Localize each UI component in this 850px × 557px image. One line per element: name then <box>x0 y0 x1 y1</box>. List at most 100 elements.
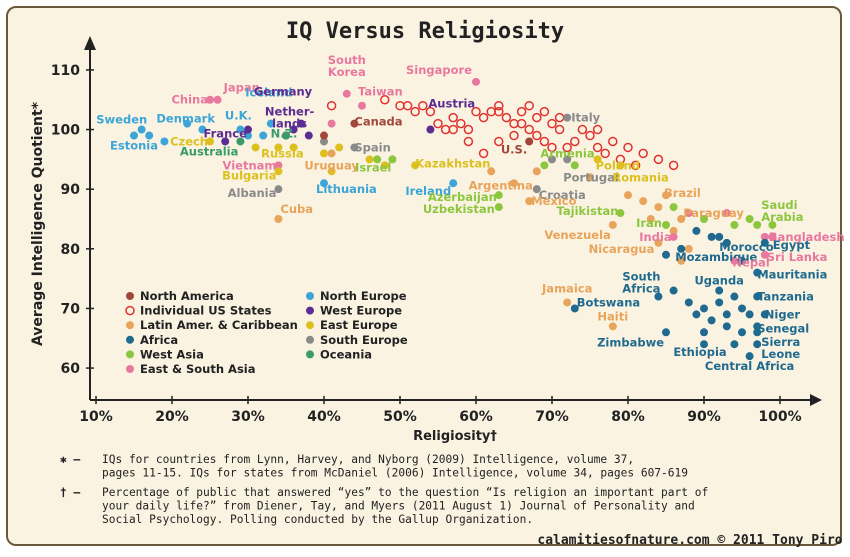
us-state-point <box>326 100 337 111</box>
country-point <box>669 226 678 235</box>
country-point <box>304 131 313 140</box>
country-point <box>540 161 549 170</box>
legend-marker <box>306 321 314 330</box>
country-point <box>145 131 154 140</box>
us-state-point <box>562 142 572 153</box>
country-point <box>274 215 283 223</box>
point-label: Germany <box>254 85 313 99</box>
country-point <box>753 322 762 331</box>
us-state-point <box>448 124 458 135</box>
us-state-point <box>539 106 550 117</box>
country-point <box>707 232 716 241</box>
country-point <box>669 286 678 295</box>
point-label: Lithuania <box>316 182 377 196</box>
country-point <box>768 220 777 229</box>
country-point <box>289 125 298 134</box>
y-tick-label: 70 <box>61 301 81 317</box>
country-point <box>593 155 602 164</box>
us-state-point <box>463 136 474 147</box>
us-state-point <box>516 106 527 117</box>
us-state-point <box>547 142 557 153</box>
country-point <box>244 125 252 134</box>
point-label: Iceland <box>245 86 292 100</box>
country-point <box>616 161 625 170</box>
country-point <box>616 209 625 218</box>
us-state-point <box>478 112 489 123</box>
point-label: U.K. <box>225 109 252 123</box>
us-state-point <box>653 154 664 165</box>
country-point <box>548 155 556 164</box>
legend-label: West Europe <box>320 304 402 318</box>
country-point <box>388 155 397 164</box>
us-state-point <box>592 142 603 153</box>
country-point <box>700 215 708 223</box>
us-state-point <box>516 118 527 129</box>
country-point <box>289 143 298 152</box>
country-point <box>327 149 336 158</box>
x-tick-label: 90% <box>687 409 721 425</box>
us-state-point <box>425 106 436 117</box>
point-label: Paraguay <box>683 206 744 220</box>
country-point <box>624 191 632 200</box>
us-state-point <box>524 100 534 111</box>
country-point <box>320 149 328 158</box>
us-state-point <box>554 112 565 123</box>
point-label: Croatia <box>539 188 586 202</box>
point-label: Armenia <box>540 146 594 160</box>
y-tick-label: 100 <box>51 123 80 139</box>
us-state-point <box>532 112 542 123</box>
country-point <box>662 328 670 337</box>
x-tick-label: 50% <box>383 409 417 425</box>
country-point <box>358 101 366 110</box>
us-state-point <box>608 136 618 147</box>
us-state-point <box>418 100 428 111</box>
point-label: Poland <box>596 158 640 172</box>
country-point <box>320 179 328 188</box>
country-point <box>494 203 503 212</box>
point-label: Central Africa <box>705 359 794 373</box>
point-label: Uzbekistan <box>423 202 495 216</box>
point-label: Canada <box>354 115 402 129</box>
legend-label: North America <box>140 289 234 303</box>
footnote-line: IQs for countries from Lynn, Harvey, and… <box>102 453 634 466</box>
point-label: Saudi <box>761 198 797 212</box>
legend-label: Latin Amer. & Caribbean <box>140 318 298 332</box>
country-point <box>722 310 731 319</box>
country-point <box>745 310 754 319</box>
legend-label: Individual US States <box>140 304 272 318</box>
us-state-point <box>547 118 557 129</box>
point-label: Israel <box>355 160 391 174</box>
point-label: Mozambique <box>675 250 757 264</box>
point-label: India <box>639 230 671 244</box>
country-point <box>236 137 245 146</box>
us-state-point <box>380 94 390 105</box>
us-state-point <box>577 124 588 135</box>
country-point <box>753 328 762 337</box>
point-label: Botswana <box>577 295 640 309</box>
point-label: Nepal <box>732 256 769 270</box>
point-label: Haiti <box>597 309 628 323</box>
country-point <box>730 220 739 229</box>
us-state-point <box>410 106 420 117</box>
country-point <box>198 125 207 134</box>
point-label: Kazakhstan <box>415 156 490 170</box>
us-state-point <box>585 130 595 141</box>
us-state-point <box>509 130 519 141</box>
us-state-point <box>402 100 413 111</box>
point-label: Albania <box>228 186 277 200</box>
point-label: Czech <box>170 134 208 148</box>
point-label: Iran <box>636 216 662 230</box>
us-state-point <box>509 118 519 129</box>
country-point <box>494 191 503 200</box>
country-point <box>654 292 663 301</box>
country-point <box>753 292 762 301</box>
y-tick-label: 110 <box>51 63 80 79</box>
legend-label: Oceania <box>320 347 372 361</box>
chart-title: IQ Versus Religiosity <box>286 19 564 44</box>
country-point <box>350 119 359 128</box>
point-label: Venezuela <box>544 228 610 242</box>
point-label: Morocco <box>719 240 774 254</box>
country-point <box>669 232 678 241</box>
